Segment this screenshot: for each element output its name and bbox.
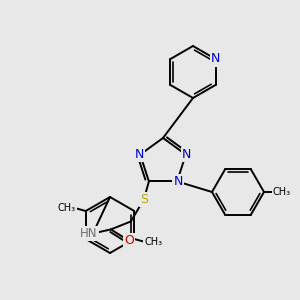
Text: O: O bbox=[124, 234, 134, 247]
Text: N: N bbox=[182, 148, 191, 161]
Text: N: N bbox=[134, 148, 144, 161]
Text: N: N bbox=[173, 175, 183, 188]
Text: N: N bbox=[211, 52, 220, 65]
Text: S: S bbox=[140, 193, 148, 206]
Text: HN: HN bbox=[80, 227, 98, 240]
Text: CH₃: CH₃ bbox=[144, 237, 162, 247]
Text: CH₃: CH₃ bbox=[58, 203, 76, 213]
Text: CH₃: CH₃ bbox=[273, 187, 291, 197]
